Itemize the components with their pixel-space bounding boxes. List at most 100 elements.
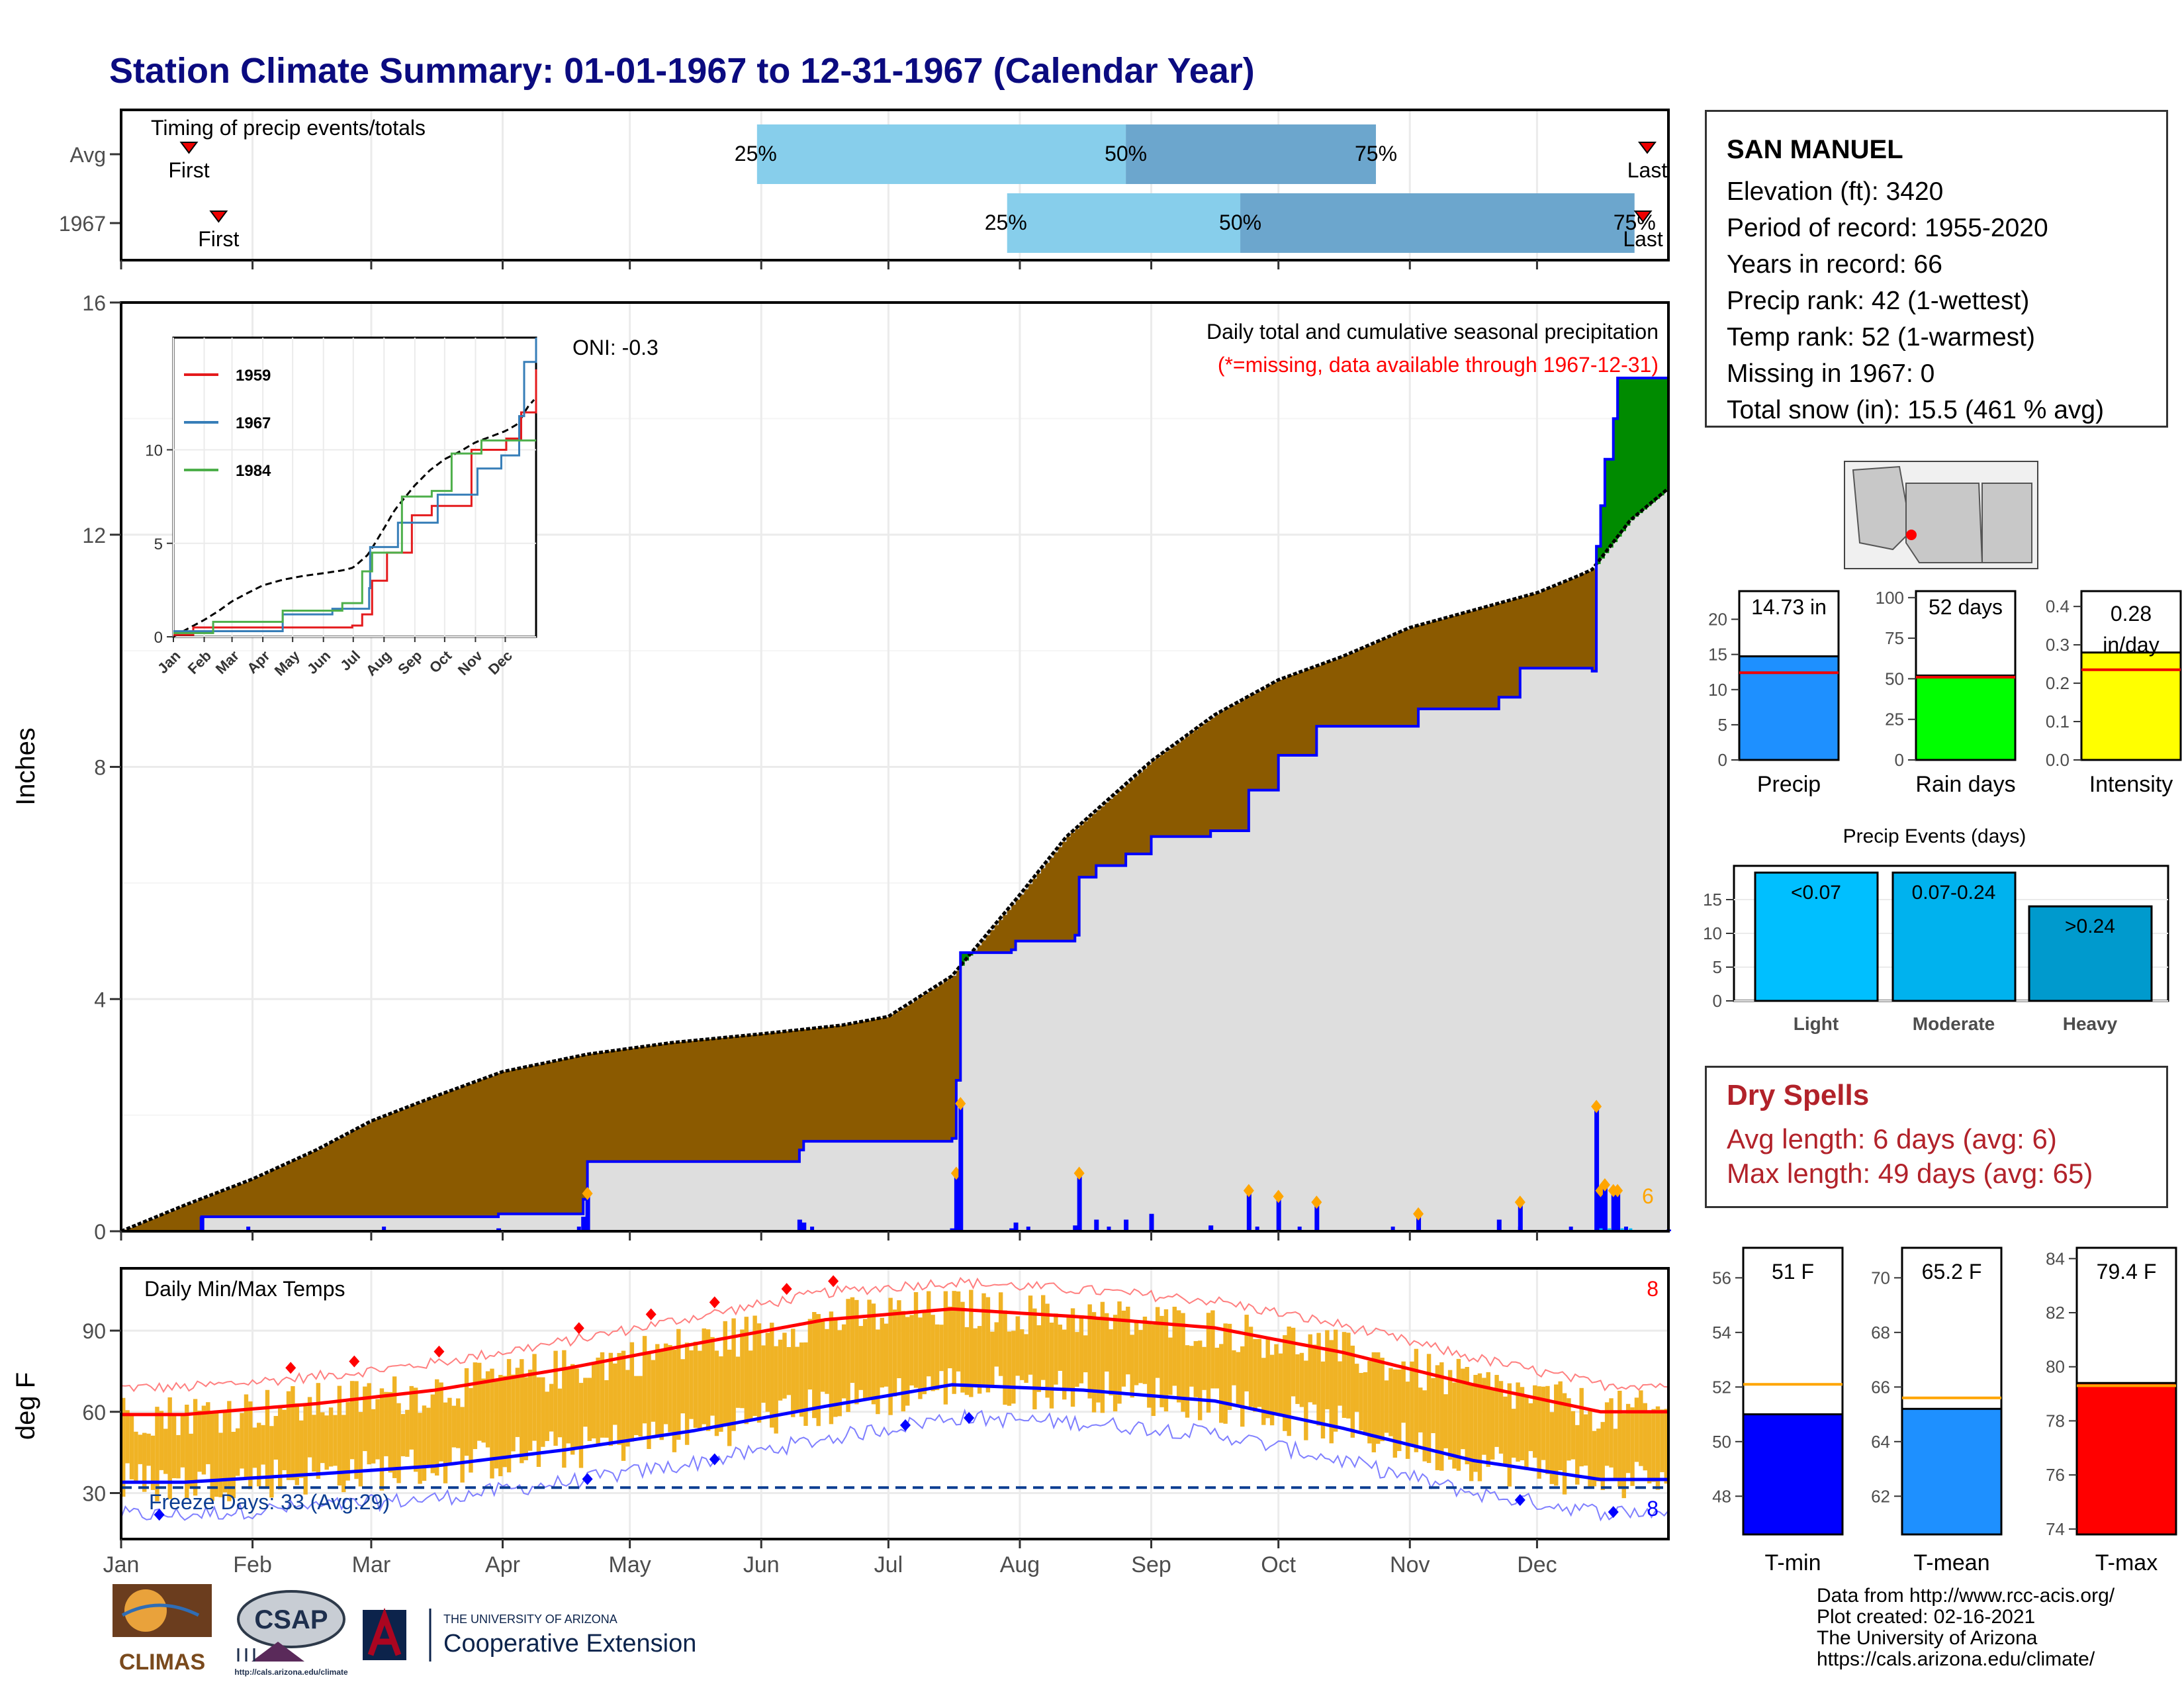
daily-temp-range-bar [269,1426,274,1498]
daily-temp-range-bar [774,1346,778,1434]
daily-temp-range-bar [1160,1315,1164,1407]
daily-temp-range-bar [1274,1344,1279,1415]
daily-temp-range-bar [121,1397,126,1497]
daily-precip-bar [1615,1226,1620,1231]
heavy-event-marker-icon [1514,1196,1525,1209]
daily-temp-range-bar [1651,1409,1656,1482]
temp-bar-tick-label: 76 [2046,1465,2065,1485]
daily-temp-range-bar [1435,1365,1440,1470]
station-snow: Total snow (in): 15.5 (461 % avg) [1727,396,2105,424]
temp-bar-tick-label: 64 [1871,1432,1890,1452]
daily-temp-range-bar [502,1376,507,1468]
daily-temp-range-bar [931,1315,935,1391]
daily-temp-range-bar [1511,1409,1516,1458]
daily-precip-bar [1026,1226,1030,1231]
daily-temp-range-bar [1426,1354,1432,1464]
daily-temp-range-bar [1214,1347,1220,1389]
inset-y-tick-label: 10 [145,442,163,460]
daily-temp-range-bar [392,1376,397,1478]
daily-temp-range-bar [1447,1370,1453,1460]
logos: CLIMAS CSAP http://cals.arizona.edu/climat… [113,1584,696,1677]
daily-temp-range-bar [952,1291,956,1394]
temp-panel-frame [120,1267,1670,1540]
daily-temp-range-bar [1151,1324,1156,1417]
daily-snow-bar [1620,1228,1624,1231]
daily-temp-range-bar [1405,1382,1410,1459]
daily-temp-range-bar [549,1383,554,1432]
daily-temp-range-bar [1283,1335,1287,1431]
daily-temp-range-bar [1639,1390,1643,1466]
daily-temp-range-bar [1625,1403,1631,1474]
inset-series-line-1984 [173,439,536,634]
record-low-marker-icon [1514,1493,1525,1506]
daily-temp-range-bar [1193,1340,1198,1397]
daily-temp-range-bar [1087,1304,1092,1399]
daily-temp-range-bar [367,1383,371,1465]
daily-temp-range-bar [1147,1323,1152,1408]
daily-temp-range-bar [1655,1406,1661,1490]
daily-temp-range-bar [171,1416,177,1479]
daily-temp-range-bar [608,1352,614,1446]
daily-temp-range-bar [1040,1295,1046,1380]
temp-bar-tick-label: 62 [1871,1486,1890,1506]
daily-temp-range-bar [545,1391,549,1441]
daily-temp-range-bar [820,1319,825,1392]
daily-temp-range-bar [1134,1321,1139,1385]
daily-temp-range-bar [642,1336,647,1424]
daily-precip-bar [1077,1173,1082,1231]
daily-temp-range-bar [1189,1346,1194,1387]
daily-temp-range-bar [816,1314,821,1427]
daily-temp-range-bar [1596,1429,1601,1481]
last-label: Last [1627,158,1668,182]
temp-y-tick-label: 30 [82,1481,106,1505]
daily-temp-range-bar [799,1342,804,1417]
summary-bar-value-label: in/day [2103,633,2159,657]
timing-label-50: 50% [1105,142,1147,165]
heavy-event-marker-icon [1599,1178,1610,1192]
cumulative-1967-line [121,376,1670,1233]
daily-temp-range-bar [324,1415,329,1470]
daily-precip-bar [1297,1226,1302,1231]
daily-temp-range-bar [430,1394,435,1474]
timing-row-label: 1967 [59,212,106,236]
daily-temp-range-bar [731,1318,736,1431]
daily-temp-range-bar [756,1323,762,1423]
record-high-marker-icon [709,1296,720,1309]
daily-temp-range-bar [719,1356,723,1432]
timing-bar-50-75 [1240,193,1635,253]
daily-temp-range-bar [1091,1312,1097,1413]
precip-caption: Daily total and cumulative seasonal prec… [1206,320,1659,344]
daily-precip-bar [1615,1190,1621,1231]
daily-temp-range-bar [312,1415,316,1472]
daily-temp-range-bar [303,1406,308,1495]
daily-temp-range-bar [858,1326,863,1390]
temp-bar-tick-label: 50 [1712,1432,1731,1452]
avg-cumulative-line [120,487,1670,1233]
summary-bar-tick-label: 50 [1885,669,1904,688]
temp-bar-tick-label: 82 [2046,1303,2065,1323]
precip-event-category-label: Heavy [2063,1013,2118,1034]
csap-logo-text: CSAP [254,1605,328,1634]
daily-temp-range-bar [964,1327,970,1395]
daily-temp-range-bar [1613,1429,1618,1479]
record-high-count: 8 [1647,1277,1659,1301]
daily-temp-range-bar [1350,1345,1355,1438]
heavy-event-marker-icon [1612,1184,1623,1197]
month-label: Dec [1517,1552,1557,1577]
daily-temp-range-bar [943,1291,948,1405]
avg-max-line [121,1307,1668,1417]
temp-bar-tick-label: 78 [2046,1411,2065,1430]
daily-precip-bar [199,1217,205,1231]
csap-logo-cloud-icon [237,1590,345,1648]
daily-temp-range-bar [1600,1422,1605,1490]
daily-precip-bar [1390,1226,1395,1231]
summary-bar-tick-label: 0 [1895,750,1904,770]
daily-temp-range-bar [629,1342,635,1442]
daily-temp-range-bar [464,1368,469,1456]
temp-bar-label: T-max [2095,1550,2158,1575]
timing-panel-frame [120,109,1670,261]
daily-temp-range-bar [825,1329,829,1394]
daily-temp-range-bar [1592,1430,1597,1487]
timing-label-50: 50% [1219,211,1261,234]
daily-temp-range-bar [1312,1344,1317,1405]
